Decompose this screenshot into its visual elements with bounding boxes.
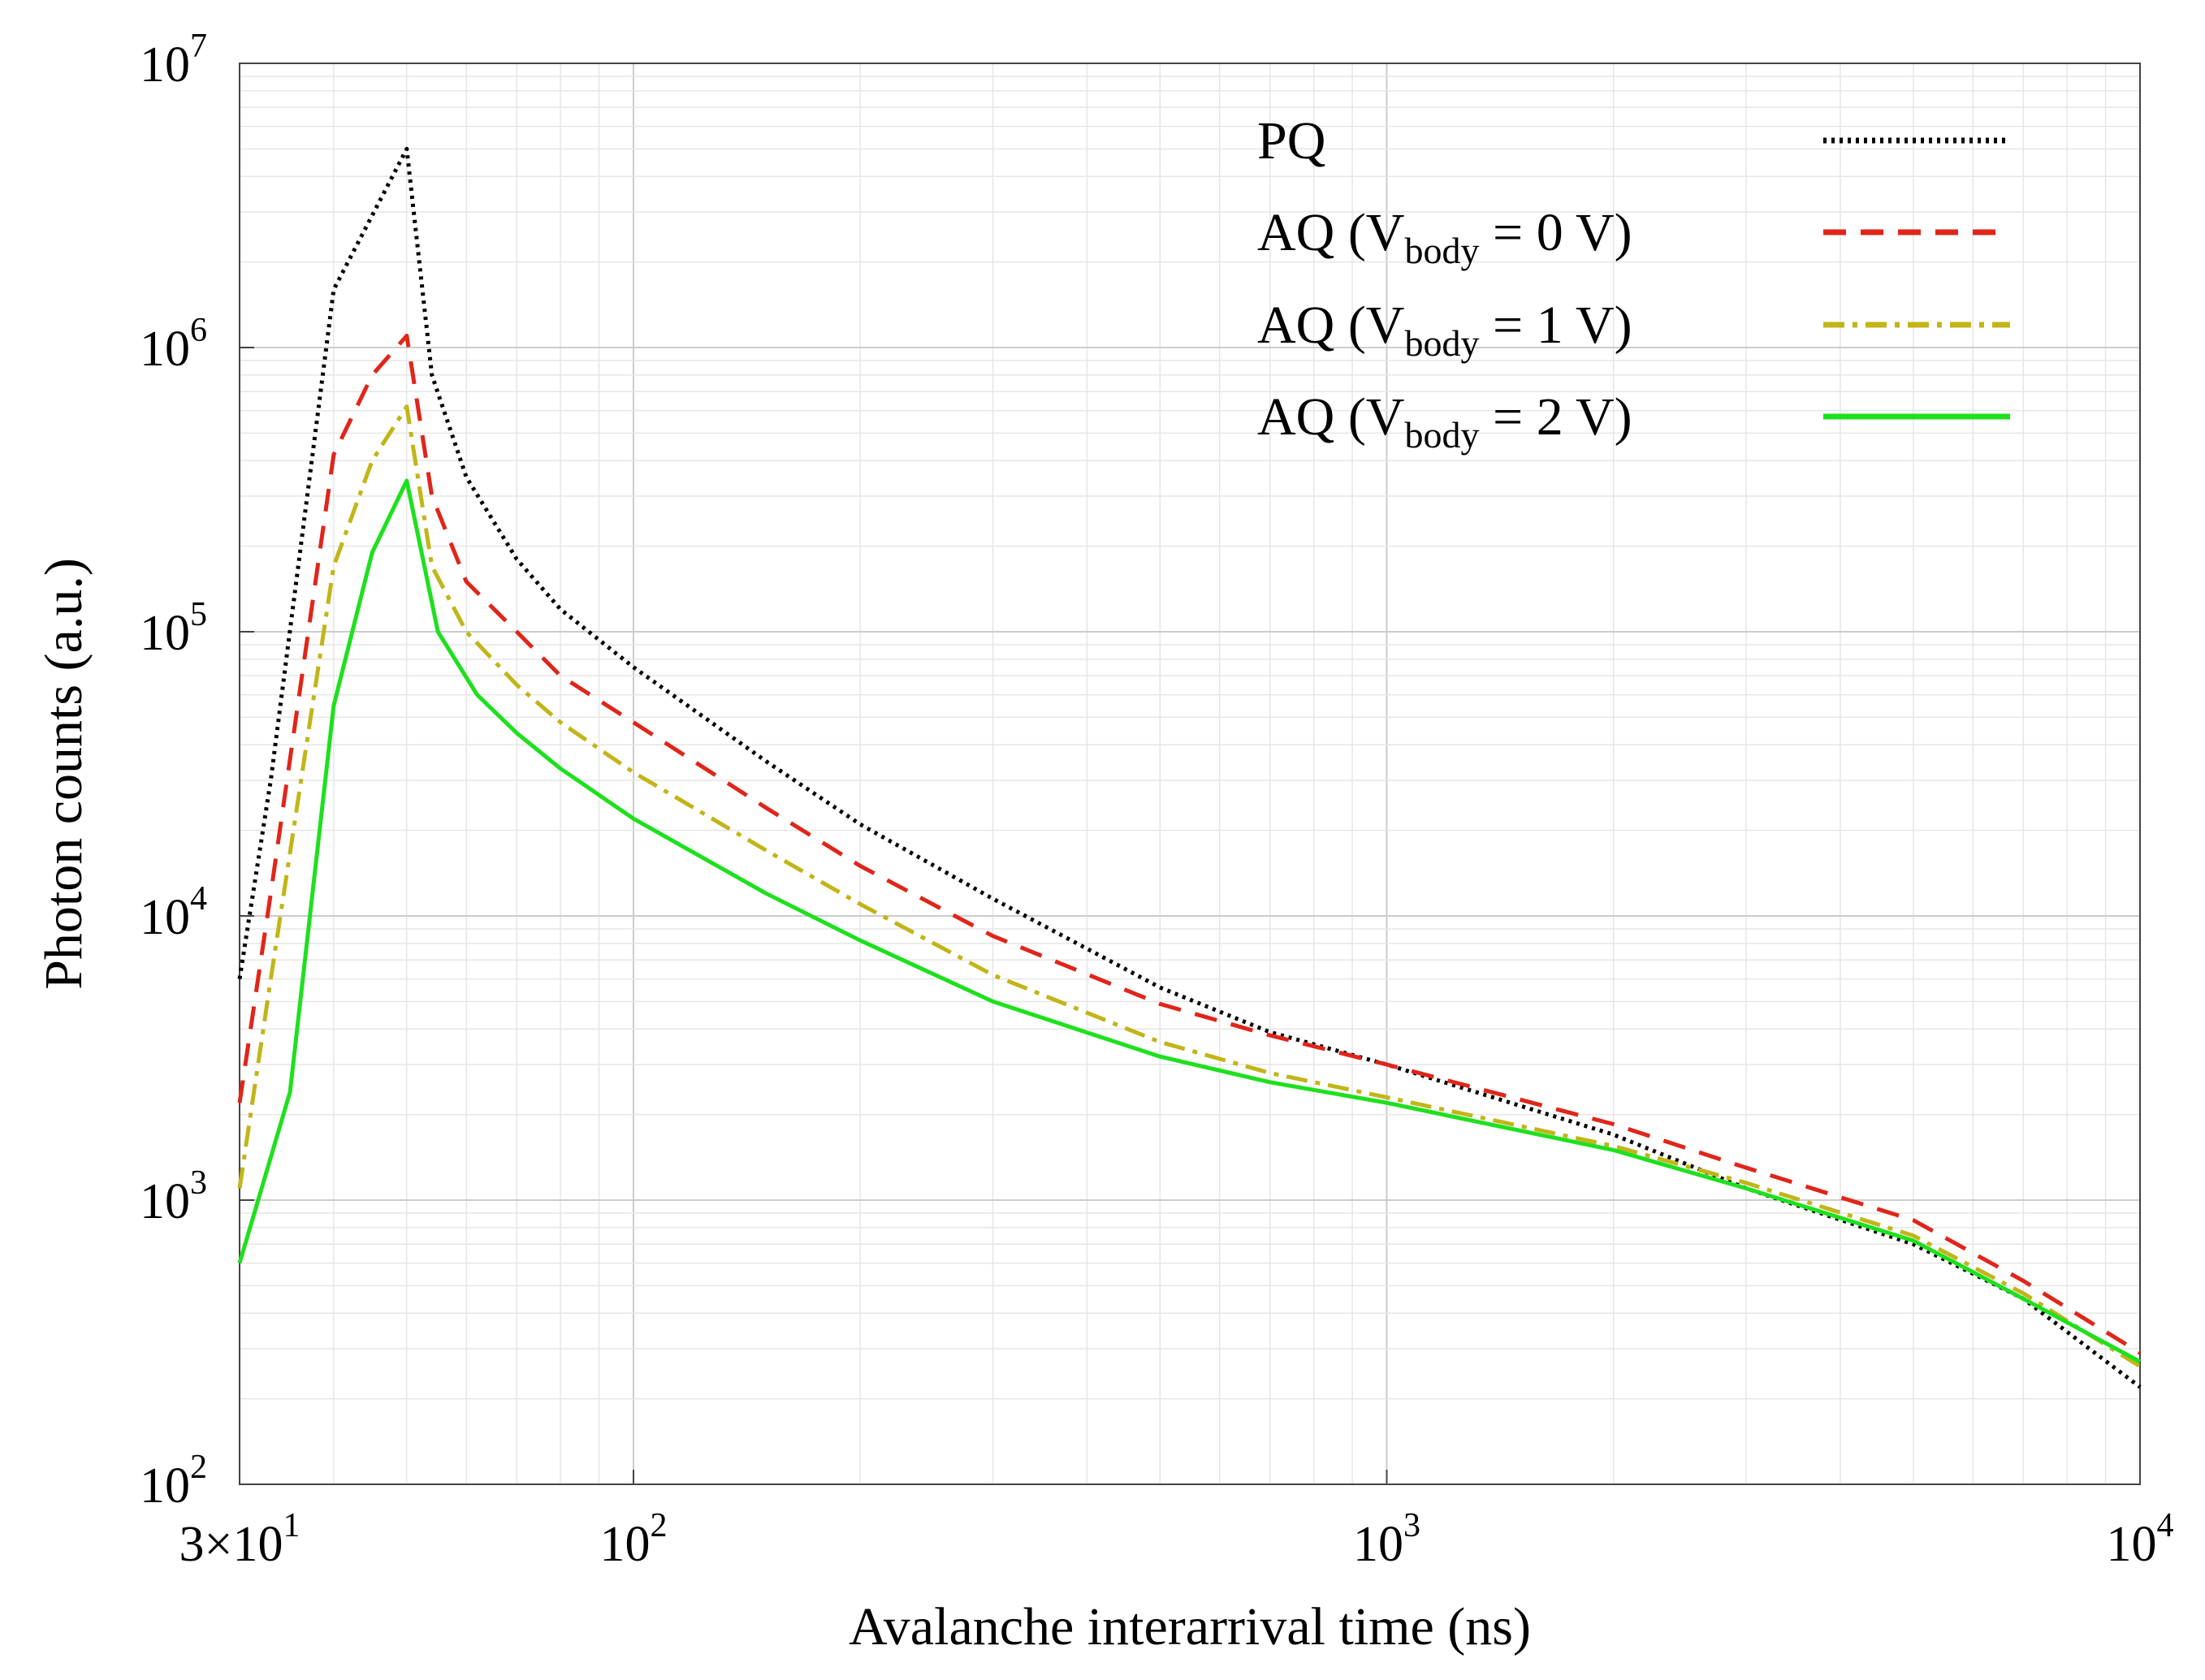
plot-frame [239,63,2141,1485]
legend-label-1: PQ [1257,111,1325,171]
series-line-1 [237,146,2142,1389]
series-line-2 [237,334,2142,1355]
x-tick-label: 3×101 [179,1507,300,1572]
series-line-4 [237,478,2142,1364]
series-line-3 [237,404,2142,1368]
y-axis-label: Photon counts (a.u.) [34,558,93,990]
legend-label-3: AQ (Vbody = 1 V) [1257,296,1632,364]
y-tick-label: 103 [140,1164,207,1229]
grid [239,63,2141,1485]
y-tick-label: 106 [140,312,207,377]
legend-label-4: AQ (Vbody = 2 V) [1257,387,1632,456]
x-tick-label: 102 [599,1507,667,1572]
x-tick-label: 104 [2107,1507,2174,1572]
legend-label-2: AQ (Vbody = 0 V) [1257,203,1632,271]
x-tick-label: 103 [1353,1507,1420,1572]
y-tick-label: 102 [140,1449,207,1514]
x-axis-label: Avalanche interarrival time (ns) [849,1597,1531,1656]
y-tick-label: 104 [140,880,207,945]
y-tick-label: 107 [140,28,207,93]
legend: PQ AQ (Vbody = 0 V) AQ (Vbody = 1 V) AQ (Vb… [1257,111,2010,456]
series-lines [237,146,2142,1389]
y-tick-label: 105 [140,596,207,661]
